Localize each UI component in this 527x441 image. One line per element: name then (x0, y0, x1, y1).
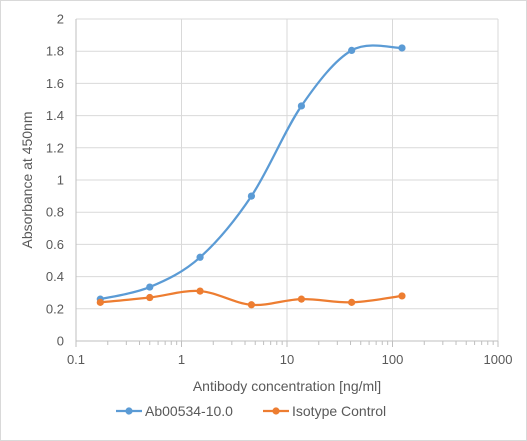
y-axis-title: Absorbance at 450nm (19, 112, 35, 249)
axes (75, 19, 499, 347)
x-tick-label: 1 (178, 352, 185, 367)
y-tick-label: 0.2 (46, 301, 64, 316)
gridlines (76, 18, 499, 341)
data-point (297, 102, 306, 110)
y-tick-labels: 0 0.2 0.4 0.6 0.8 1 1.2 1.4 1.6 1.8 2 (46, 12, 64, 349)
y-tick-label: 1.2 (46, 140, 64, 155)
y-tick-label: 0.6 (46, 237, 64, 252)
x-axis-title: Antibody concentration [ng/ml] (193, 378, 381, 394)
x-tick-label: 10 (280, 352, 294, 367)
data-point (247, 301, 256, 309)
y-tick-label: 1.8 (46, 44, 64, 59)
x-tick-label: 1000 (484, 352, 513, 367)
x-tick-label: 0.1 (67, 352, 85, 367)
data-point (297, 295, 306, 303)
legend-label-0: Ab00534-10.0 (145, 403, 233, 419)
data-point (196, 287, 204, 295)
y-tick-label: 0.4 (46, 269, 64, 284)
data-point (96, 298, 104, 306)
data-point (146, 283, 154, 291)
data-point (146, 293, 154, 302)
data-point (348, 298, 356, 306)
x-tick-labels: 0.1 1 10 100 1000 (67, 352, 513, 367)
legend-marker-0 (125, 407, 133, 415)
y-tick-label: 1.4 (46, 108, 64, 123)
x-tick-label: 100 (382, 352, 404, 367)
y-tick-label: 0.8 (46, 205, 64, 220)
legend-label-1: Isotype Control (292, 403, 386, 419)
data-point (196, 253, 204, 261)
data-point (348, 46, 356, 54)
series-lines (100, 44, 403, 307)
y-tick-label: 1.6 (46, 76, 64, 91)
y-tick-label: 1 (57, 173, 64, 188)
data-point (247, 192, 256, 200)
data-point (398, 44, 406, 52)
series-points (96, 44, 406, 309)
y-tick-label: 0 (57, 334, 64, 349)
legend-marker-1 (272, 407, 280, 415)
y-tick-label: 2 (57, 12, 64, 27)
legend: Ab00534-10.0 Isotype Control (116, 403, 386, 419)
data-point (398, 292, 406, 300)
